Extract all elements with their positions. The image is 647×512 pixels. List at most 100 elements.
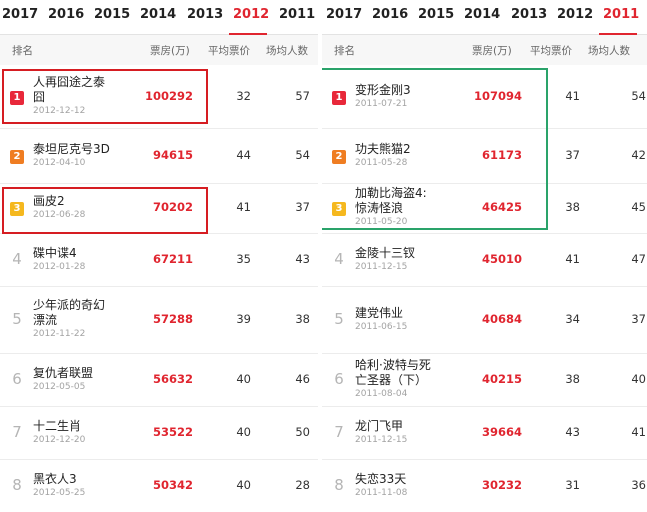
- avg-ticket-price: 41: [236, 200, 251, 214]
- avg-attendance: 37: [295, 200, 310, 214]
- box-office-value: 45010: [481, 252, 522, 266]
- table-row[interactable]: 7 十二生肖 2012-12-20 53522 40 50: [0, 406, 318, 460]
- avg-attendance: 45: [631, 200, 646, 214]
- table-row[interactable]: 1 人再囧途之泰囧 2012-12-12 100292 32 57: [0, 65, 318, 129]
- movie-title-line: 加勒比海盗4:: [355, 186, 427, 200]
- release-date: 2012-12-20: [33, 435, 86, 445]
- header-box-office: 票房(万): [150, 45, 190, 57]
- release-date: 2011-05-28: [355, 158, 408, 168]
- release-date: 2011-06-15: [355, 322, 408, 332]
- tab-year-2015[interactable]: 2015: [418, 7, 455, 22]
- rank-badge: 3: [10, 202, 24, 216]
- movie-title: 金陵十三钗: [355, 246, 415, 261]
- tab-year-2013[interactable]: 2013: [511, 7, 548, 22]
- table-row[interactable]: 2 泰坦尼克号3D 2012-04-10 94615 44 54: [0, 128, 318, 184]
- header-avg-attendance: 场均人数: [588, 45, 630, 57]
- table-row[interactable]: 4 金陵十三钗 2011-12-15 45010 41 47: [322, 233, 647, 287]
- right-ranking-panel: 2017 2016 2015 2014 2013 2012 2011 排名 票房(万) 平均…: [322, 0, 647, 512]
- release-date: 2011-08-04: [355, 389, 408, 399]
- rank-badge: 4: [12, 250, 22, 268]
- table-row[interactable]: 8 失恋33天 2011-11-08 30232 31 36: [322, 459, 647, 512]
- avg-ticket-price: 38: [565, 200, 580, 214]
- table-row[interactable]: 2 功夫熊猫2 2011-05-28 61173 37 42: [322, 128, 647, 184]
- tab-year-2016[interactable]: 2016: [372, 7, 409, 22]
- tab-year-2014[interactable]: 2014: [140, 7, 177, 22]
- table-row[interactable]: 3 画皮2 2012-06-28 70202 41 37: [0, 183, 318, 234]
- table-row[interactable]: 7 龙门飞甲 2011-12-15 39664 43 41: [322, 406, 647, 460]
- avg-attendance: 54: [631, 89, 646, 103]
- movie-title-line: 漂流: [33, 313, 58, 327]
- rank-badge: 3: [332, 202, 346, 216]
- release-date: 2012-06-28: [33, 210, 86, 220]
- table-row[interactable]: 5 建党伟业 2011-06-15 40684 34 37: [322, 286, 647, 354]
- year-tabs: 2017 2016 2015 2014 2013 2012 2011: [0, 0, 318, 35]
- tab-year-2013[interactable]: 2013: [187, 7, 224, 22]
- header-box-office: 票房(万): [472, 45, 512, 57]
- tab-year-2011[interactable]: 2011: [279, 7, 316, 22]
- tab-year-2017[interactable]: 2017: [326, 7, 363, 22]
- movie-title-line: 泰坦尼克号3D: [33, 142, 110, 156]
- avg-ticket-price: 34: [565, 312, 580, 326]
- movie-title-line: 十二生肖: [33, 419, 82, 433]
- rank-badge: 8: [12, 476, 22, 494]
- avg-attendance: 28: [295, 478, 310, 492]
- movie-title-line: 少年派的奇幻: [33, 298, 106, 312]
- avg-ticket-price: 40: [236, 478, 251, 492]
- rank-badge: 2: [10, 150, 24, 164]
- release-date: 2012-04-10: [33, 158, 86, 168]
- box-office-value: 100292: [144, 89, 193, 103]
- left-ranking-panel: 2017 2016 2015 2014 2013 2012 2011 排名 票房(万) 平均…: [0, 0, 318, 512]
- rank-badge: 6: [334, 370, 344, 388]
- rank-badge: 5: [334, 310, 344, 328]
- movie-title-line: 人再囧途之泰: [33, 75, 106, 89]
- avg-attendance: 54: [295, 148, 310, 162]
- header-avg-price: 平均票价: [530, 45, 572, 57]
- tab-year-2015[interactable]: 2015: [94, 7, 131, 22]
- box-office-value: 70202: [152, 200, 193, 214]
- tab-year-2011[interactable]: 2011: [603, 7, 640, 22]
- movie-title-line: 惊涛怪浪: [355, 201, 404, 215]
- table-row[interactable]: 3 加勒比海盗4: 惊涛怪浪 2011-05-20 46425 38 45: [322, 183, 647, 234]
- movie-title-line: 金陵十三钗: [355, 246, 416, 260]
- tab-year-2012[interactable]: 2012: [557, 7, 594, 22]
- tab-year-2012[interactable]: 2012: [233, 7, 270, 22]
- box-office-value: 53522: [152, 425, 193, 439]
- rank-badge: 1: [332, 91, 346, 105]
- table-row[interactable]: 6 复仇者联盟 2012-05-05 56632 40 46: [0, 353, 318, 407]
- avg-attendance: 43: [295, 252, 310, 266]
- panel-divider: [318, 0, 322, 512]
- release-date: 2011-11-08: [355, 488, 408, 498]
- movie-title: 黑衣人3: [33, 472, 77, 487]
- movie-title-line: 龙门飞甲: [355, 419, 404, 433]
- table-row[interactable]: 1 变形金刚3 2011-07-21 107094 41 54: [322, 65, 647, 129]
- box-office-value: 40215: [481, 372, 522, 386]
- avg-ticket-price: 37: [565, 148, 580, 162]
- rank-badge: 2: [332, 150, 346, 164]
- box-office-value: 46425: [481, 200, 522, 214]
- movie-title-line: 失恋33天: [355, 472, 407, 486]
- tab-year-2016[interactable]: 2016: [48, 7, 85, 22]
- table-row[interactable]: 5 少年派的奇幻 漂流 2012-11-22 57288 39 38: [0, 286, 318, 354]
- rank-badge: 6: [12, 370, 22, 388]
- avg-ticket-price: 31: [565, 478, 580, 492]
- box-office-value: 30232: [481, 478, 522, 492]
- rank-badge: 1: [10, 91, 24, 105]
- avg-ticket-price: 35: [236, 252, 251, 266]
- movie-title-line: 功夫熊猫2: [355, 142, 411, 156]
- avg-attendance: 47: [631, 252, 646, 266]
- movie-title: 少年派的奇幻 漂流: [33, 298, 105, 328]
- table-row[interactable]: 8 黑衣人3 2012-05-25 50342 40 28: [0, 459, 318, 512]
- avg-ticket-price: 32: [236, 89, 251, 103]
- release-date: 2011-07-21: [355, 99, 408, 109]
- movie-title-line: 哈利·波特与死: [355, 358, 431, 372]
- table-row[interactable]: 4 碟中谍4 2012-01-28 67211 35 43: [0, 233, 318, 287]
- table-header: 排名 票房(万) 平均票价 场均人数: [322, 35, 647, 65]
- tab-year-2014[interactable]: 2014: [464, 7, 501, 22]
- movie-title-line: 变形金刚3: [355, 83, 411, 97]
- avg-ticket-price: 43: [565, 425, 580, 439]
- table-row[interactable]: 6 哈利·波特与死 亡圣器（下） 2011-08-04 40215 38 40: [322, 353, 647, 407]
- avg-attendance: 50: [295, 425, 310, 439]
- tab-year-2017[interactable]: 2017: [2, 7, 39, 22]
- avg-ticket-price: 41: [565, 252, 580, 266]
- rank-badge: 7: [334, 423, 344, 441]
